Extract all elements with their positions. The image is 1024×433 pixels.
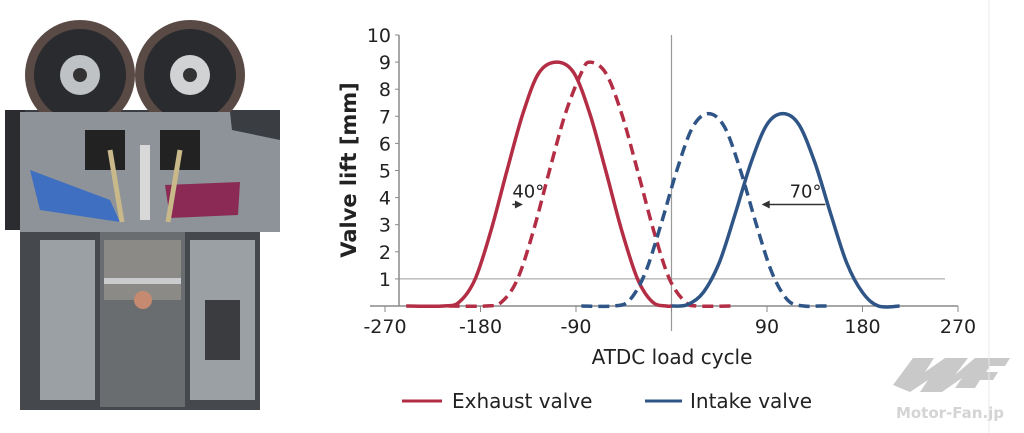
valve-stem-right: [165, 149, 183, 223]
watermark-text: Motor-Fan.jp: [896, 404, 1004, 422]
x-tick-label: -180: [459, 316, 502, 338]
y-tick-label: 3: [379, 215, 391, 237]
valve-stem-left: [107, 149, 125, 223]
x-tick-label: -90: [560, 316, 591, 338]
x-tick-label: 90: [755, 316, 779, 338]
x-tick-label: 180: [844, 316, 880, 338]
valve-spring-left: [85, 130, 125, 170]
series-line-intake-valve: [671, 111, 900, 309]
cam-center-left: [73, 68, 87, 82]
y-axis-title: Valve lift [mm]: [337, 82, 361, 258]
y-tick-label: 2: [379, 242, 391, 264]
y-tick-label: 6: [379, 133, 391, 155]
piston-pin: [134, 291, 152, 309]
y-tick-label: 9: [379, 52, 391, 74]
spark-plug: [140, 145, 150, 220]
y-tick-label: 8: [379, 79, 391, 101]
piston: [104, 240, 181, 300]
series-layer: [406, 60, 900, 309]
piston-ring: [104, 278, 181, 284]
engine-cutaway-illustration: [5, 20, 280, 410]
series-line-intake-valve-advanced: [581, 111, 831, 309]
y-tick-label: 1: [379, 269, 391, 291]
y-tick-label: 4: [379, 188, 391, 210]
annotations: 40° 70°: [512, 181, 826, 209]
annotation-label: 70°: [790, 181, 822, 202]
valve-lift-chart: 1 2 3 4 5 6 7 8 9 10 -270 -180 -90 90 180 270 40° 70° AT…: [337, 0, 1010, 433]
legend-label-intake: Intake valve: [690, 389, 812, 413]
y-tick-label: 7: [379, 106, 391, 128]
intake-port: [30, 170, 120, 222]
axes: 1 2 3 4 5 6 7 8 9 10 -270 -180 -90 90 180 270: [363, 25, 976, 338]
cam-center-right: [183, 68, 197, 82]
legend: Exhaust valve Intake valve: [402, 389, 812, 413]
series-line-exhaust-valve: [406, 60, 672, 309]
y-tick-label: 5: [379, 161, 391, 183]
x-tick-label: 270: [940, 316, 976, 338]
block-section-left: [40, 240, 95, 400]
series-line-exhaust-valve-shifted: [448, 60, 736, 309]
motorfan-logo-icon: [893, 358, 1010, 392]
exhaust-port: [165, 182, 240, 218]
y-tick-label: 10: [367, 25, 391, 47]
watermark-logo: Motor-Fan.jp: [893, 358, 1010, 422]
water-jacket: [205, 300, 240, 360]
annotation-arrow-head-icon: [514, 200, 523, 209]
x-axis-title: ATDC load cycle: [592, 345, 753, 369]
x-tick-label: -270: [363, 316, 406, 338]
annotation-label: 40°: [512, 181, 544, 202]
annotation-arrow-head-icon: [761, 200, 770, 209]
legend-label-exhaust: Exhaust valve: [452, 389, 593, 413]
